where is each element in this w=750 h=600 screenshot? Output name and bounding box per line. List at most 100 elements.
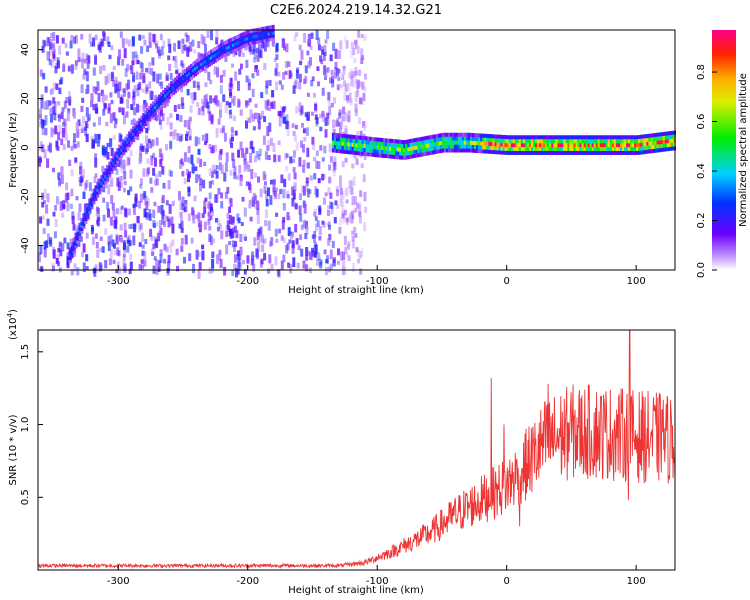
heatmap-ridge-cell	[496, 142, 500, 147]
heatmap-ridge-cell	[427, 143, 431, 148]
heatmap-ridge-cell	[670, 142, 674, 147]
heatmap-noise-cell	[55, 258, 59, 264]
heatmap-ridge-cell	[500, 146, 504, 151]
heatmap-noise-cell	[229, 112, 233, 119]
heatmap-noise-cell	[251, 73, 255, 79]
heatmap-ridge-cell	[504, 135, 508, 140]
heatmap-noise-cell	[159, 33, 163, 41]
heatmap-noise-cell	[167, 218, 171, 228]
heatmap-noise-cell	[175, 69, 179, 74]
heatmap-ridge-cell	[591, 143, 595, 148]
heatmap-noise-cell	[246, 255, 250, 264]
heatmap-ridge-cell	[333, 144, 337, 149]
heatmap-noise-cell	[147, 67, 151, 74]
heatmap-noise-cell	[183, 178, 187, 185]
heatmap-noise-cell	[161, 215, 165, 225]
heatmap-ridge-cell	[488, 145, 492, 150]
heatmap-noise-cell	[330, 103, 334, 108]
heatmap-ridge-cell	[215, 45, 219, 50]
heatmap-noise-cell	[61, 243, 65, 252]
heatmap-noise-cell	[152, 33, 156, 43]
heatmap-ridge-cell	[423, 144, 427, 149]
heatmap-ridge-cell	[638, 146, 642, 151]
heatmap-noise-cell	[158, 53, 161, 59]
heatmap-noise-cell	[47, 145, 51, 152]
heatmap-ridge-cell	[474, 133, 477, 138]
heatmap-noise-cell	[165, 246, 169, 253]
heatmap-noise-cell	[263, 116, 267, 123]
heatmap-ridge-cell	[120, 141, 124, 146]
heatmap-noise-cell	[180, 60, 184, 67]
heatmap-noise-cell	[59, 201, 63, 211]
heatmap-noise-cell	[49, 237, 53, 247]
heatmap-noise-cell	[156, 73, 160, 84]
heatmap-noise-cell	[197, 212, 201, 222]
heatmap-ridge-cell	[502, 150, 506, 155]
heatmap-ridge-cell	[134, 129, 138, 134]
heatmap-ridge-cell	[419, 152, 423, 157]
heatmap-ridge-cell	[391, 146, 395, 151]
heatmap-noise-cell	[139, 146, 143, 153]
heatmap-ridge-cell	[142, 118, 146, 123]
heatmap-noise-cell	[251, 146, 255, 154]
heatmap-noise-cell	[234, 130, 238, 136]
heatmap-noise-cell	[118, 107, 122, 113]
heatmap-ridge-cell	[373, 153, 377, 157]
heatmap-noise-cell	[223, 266, 227, 276]
heatmap-ridge-cell	[516, 150, 520, 155]
heatmap-noise-cell	[231, 231, 235, 239]
heatmap-noise-cell	[208, 168, 212, 177]
heatmap-ridge-cell	[395, 151, 399, 156]
heatmap-ridge-cell	[140, 127, 144, 132]
heatmap-noise-cell	[180, 97, 184, 106]
heatmap-noise-cell	[314, 244, 318, 254]
heatmap-ridge-cell	[453, 140, 457, 145]
heatmap-noise-cell	[318, 208, 322, 214]
heatmap-noise-cell	[48, 59, 52, 66]
heatmap-ridge-cell	[399, 143, 403, 148]
heatmap-ridge-cell	[241, 44, 245, 49]
heatmap-noise-cell	[202, 101, 206, 108]
heatmap-noise-cell	[158, 220, 162, 230]
heatmap-ridge-cell	[335, 148, 339, 153]
heatmap-noise-cell	[312, 92, 316, 98]
heatmap-ridge-cell	[543, 135, 547, 140]
heatmap-ridge-cell	[514, 150, 518, 155]
heatmap-noise-cell	[46, 158, 50, 168]
heatmap-ridge-cell	[417, 145, 421, 150]
heatmap-noise-cell	[197, 148, 201, 155]
heatmap-noise-cell	[163, 220, 167, 228]
heatmap-noise-cell	[270, 237, 274, 246]
heatmap-ridge-cell	[106, 167, 110, 172]
heatmap-noise-cell	[91, 227, 95, 232]
heatmap-ridge-cell	[618, 147, 621, 151]
heatmap-ridge-cell	[563, 150, 567, 155]
heatmap-ridge-cell	[638, 135, 642, 139]
heatmap-noise-cell	[293, 135, 297, 142]
heatmap-ridge-cell	[409, 150, 413, 155]
heatmap-noise-cell	[86, 84, 90, 94]
heatmap-noise-cell	[155, 178, 159, 186]
heatmap-ridge-cell	[251, 34, 255, 39]
heatmap-noise-cell	[167, 38, 171, 47]
heatmap-noise-cell	[208, 200, 212, 211]
heatmap-noise-cell	[234, 241, 238, 247]
heatmap-ridge-cell	[587, 147, 591, 151]
heatmap-noise-cell	[332, 119, 335, 129]
heatmap-noise-cell	[282, 188, 286, 199]
heatmap-noise-cell	[321, 87, 325, 96]
heatmap-noise-cell	[180, 227, 184, 233]
heatmap-ridge-cell	[531, 135, 534, 140]
heatmap-ridge-cell	[626, 139, 629, 144]
heatmap-ridge-cell	[668, 139, 672, 143]
heatmap-noise-cell	[347, 241, 351, 247]
heatmap-noise-cell	[216, 100, 220, 107]
heatmap-noise-cell	[115, 269, 119, 274]
heatmap-noise-cell	[277, 71, 281, 77]
heatmap-ridge-cell	[126, 142, 130, 147]
heatmap-noise-cell	[285, 120, 289, 130]
heatmap-noise-cell	[94, 54, 97, 65]
heatmap-noise-cell	[109, 240, 113, 246]
heatmap-ridge-cell	[415, 141, 419, 146]
heatmap-noise-cell	[119, 158, 123, 165]
